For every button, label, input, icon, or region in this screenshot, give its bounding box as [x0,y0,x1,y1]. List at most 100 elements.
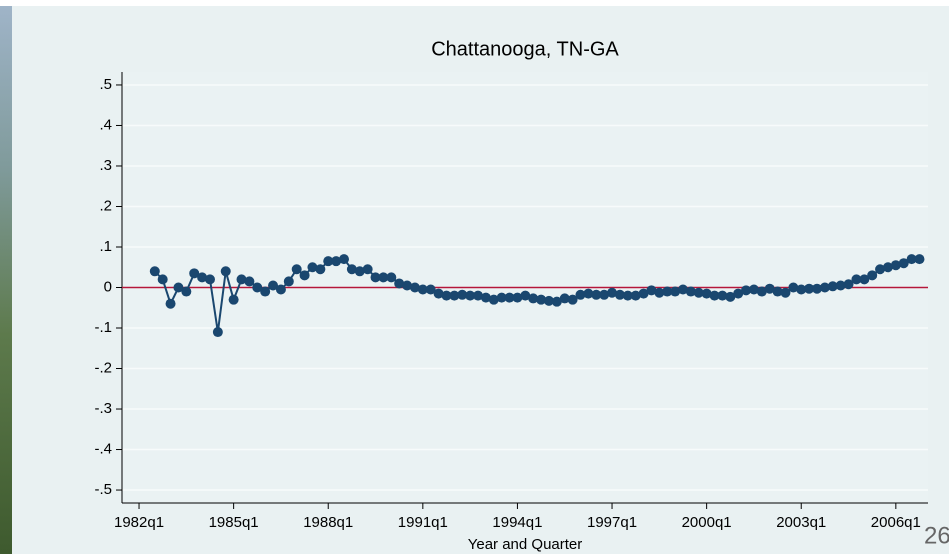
marker [528,293,539,304]
marker [772,286,783,297]
marker [260,286,271,297]
marker [583,288,594,299]
y-tick-label: .2 [99,197,112,214]
marker [370,272,381,283]
marker [409,282,420,293]
marker [157,274,168,285]
marker [575,289,586,300]
marker [551,296,562,307]
chart-title: Chattanooga, TN-GA [431,38,619,60]
marker [756,286,767,297]
marker [796,284,807,295]
marker [197,272,208,283]
y-tick-label: -.3 [94,400,112,417]
y-tick-label: .5 [99,76,112,93]
marker [417,284,428,295]
marker [843,279,854,290]
marker [733,288,744,299]
marker [402,280,413,291]
marker [591,289,602,300]
marker [236,274,247,285]
marker [449,290,460,301]
marker [788,282,799,293]
y-tick-label: .4 [99,116,112,133]
marker [283,276,294,287]
marker [473,290,484,301]
x-tick-label: 1988q1 [303,514,353,531]
x-tick-label: 2006q1 [871,514,921,531]
marker [638,288,649,299]
marker [670,286,681,297]
marker [331,256,342,267]
marker [204,274,215,285]
marker [496,292,507,303]
marker [543,295,554,306]
x-tick-label: 1991q1 [398,514,448,531]
top-bar [0,0,949,6]
marker [859,274,870,285]
marker [654,287,665,298]
marker [315,264,326,275]
marker [268,280,279,291]
x-tick-label: 1985q1 [209,514,259,531]
y-tick-label: -.5 [94,481,112,498]
marker [378,272,389,283]
marker [567,294,578,305]
marker [701,288,712,299]
marker [275,284,286,295]
plot [122,254,928,338]
marker [394,278,405,289]
marker [346,264,357,275]
marker [386,272,397,283]
marker [252,282,263,293]
marker [819,282,830,293]
marker [875,264,886,275]
marker [804,283,815,294]
marker [480,292,491,303]
marker [622,290,633,301]
marker [646,285,657,296]
marker [559,293,570,304]
marker [228,294,239,305]
marker [764,283,775,294]
marker [149,266,160,277]
marker [354,266,365,277]
marker [433,288,444,299]
marker [220,266,231,277]
marker [244,276,255,287]
marker [867,270,878,281]
marker [307,262,318,273]
marker [536,294,547,305]
marker [212,327,223,338]
y-tick-label: -.4 [94,440,112,457]
marker [291,264,302,275]
marker [504,292,515,303]
marker [338,254,349,265]
marker [457,289,468,300]
marker [520,290,531,301]
marker [741,285,752,296]
marker [614,289,625,300]
y-tick-label: .1 [99,238,112,255]
marker [780,287,791,298]
marker [914,254,925,265]
marker [882,262,893,273]
marker [677,284,688,295]
marker [299,270,310,281]
marker [189,268,200,279]
y-tick-label: 0 [104,278,112,295]
marker [362,264,373,275]
marker [607,287,618,298]
marker [685,286,696,297]
y-tick-label: -.1 [94,319,112,336]
page-number: 26 [924,522,949,549]
marker [851,274,862,285]
marker [898,258,909,269]
marker [693,287,704,298]
side-photo [0,6,12,554]
marker [165,298,176,309]
marker [827,281,838,292]
marker [812,283,823,294]
marker [725,291,736,302]
x-tick-label: 2003q1 [776,514,826,531]
